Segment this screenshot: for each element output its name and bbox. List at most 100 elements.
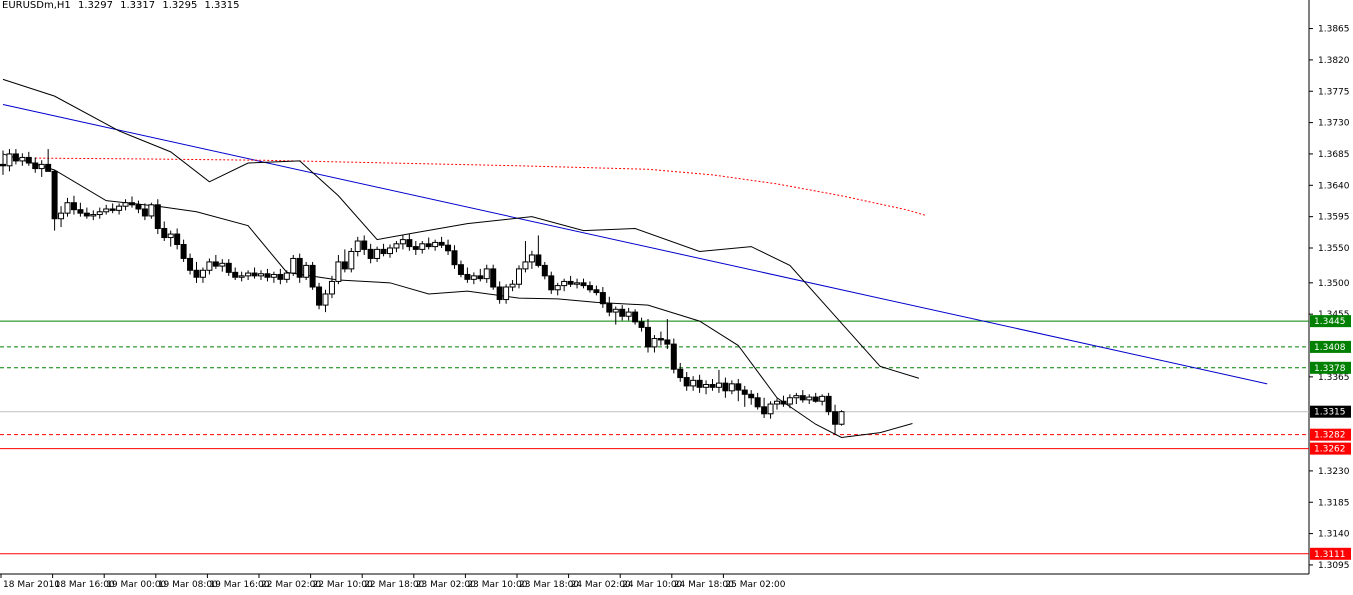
candle-body <box>296 257 303 278</box>
candle-body <box>509 283 516 288</box>
x-tick-label: 19 Mar 00:00 <box>106 580 166 590</box>
candle-body <box>799 395 806 401</box>
candle-body <box>477 275 484 280</box>
candle-body <box>316 286 323 306</box>
candle-body <box>593 289 600 294</box>
level-price-box <box>1310 428 1351 441</box>
candle-body <box>245 272 252 277</box>
candle-body <box>748 393 755 399</box>
level-price-box <box>1310 361 1351 374</box>
candle-body <box>219 262 226 267</box>
x-tick-label: 23 Mar 10:00 <box>467 580 527 590</box>
candle-body <box>780 400 787 405</box>
candle-body <box>703 384 710 388</box>
x-tick-label: 22 Mar 02:00 <box>261 580 321 590</box>
candle-body <box>786 397 793 405</box>
candle-body <box>322 293 329 306</box>
candle-body <box>657 338 664 341</box>
candle-body <box>303 264 310 278</box>
x-tick-label: 25 Mar 02:00 <box>725 580 785 590</box>
y-tick-label: 1.3865 <box>1318 25 1350 35</box>
candle-body <box>690 379 697 387</box>
candle-body <box>174 233 181 246</box>
candle-body <box>212 261 219 267</box>
candle-body <box>51 170 58 220</box>
candle-body <box>741 389 748 395</box>
candle-body <box>528 254 535 263</box>
candle-body <box>19 156 26 162</box>
candle-body <box>606 303 613 313</box>
candle-body <box>651 338 658 348</box>
candle-body <box>90 214 97 217</box>
x-tick-label: 22 Mar 18:00 <box>364 580 424 590</box>
candle-body <box>670 343 677 370</box>
candle-body <box>354 240 361 252</box>
candle-body <box>683 377 690 387</box>
candle-body <box>625 311 632 317</box>
y-tick-label: 1.3365 <box>1318 373 1350 383</box>
candle-body <box>516 268 522 285</box>
candle-body <box>361 240 368 250</box>
y-tick-label: 1.3140 <box>1318 530 1350 540</box>
candle-body <box>664 339 671 345</box>
candle-body <box>387 247 393 255</box>
candle-body <box>135 204 142 210</box>
candle-body <box>619 308 626 317</box>
candle-body <box>638 321 645 328</box>
candle-body <box>438 241 445 246</box>
candle-body <box>283 272 290 280</box>
level-price-label: 1.3378 <box>1314 364 1346 374</box>
level-price-box <box>1310 340 1351 353</box>
candle-body <box>496 286 503 301</box>
candle-body <box>761 406 768 415</box>
candle-body <box>406 239 413 248</box>
y-tick-label: 1.3775 <box>1318 87 1350 97</box>
candle-body <box>129 202 135 206</box>
candle-body <box>122 202 129 207</box>
candle-body <box>561 280 568 287</box>
x-tick-label: 19 Mar 16:00 <box>209 580 269 590</box>
candle-body <box>580 282 587 287</box>
candle-body <box>645 326 651 348</box>
candle-body <box>193 269 200 278</box>
y-tick-label: 1.3550 <box>1318 244 1350 254</box>
candle-body <box>393 243 400 249</box>
candle-body <box>45 163 52 172</box>
candle-body <box>187 257 194 271</box>
candle-body <box>735 383 742 391</box>
candle-body <box>767 403 774 415</box>
candle-body <box>277 273 284 280</box>
candle-body <box>754 397 761 408</box>
candle-body <box>696 379 703 388</box>
current-price-label: 1.3315 <box>1314 408 1346 418</box>
candle-body <box>232 271 239 278</box>
candle-body <box>64 202 71 214</box>
level-price-label: 1.3111 <box>1314 550 1346 560</box>
level-price-label: 1.3408 <box>1314 343 1346 353</box>
candle-body <box>367 248 374 259</box>
candle-body <box>632 311 639 323</box>
x-tick-label: 24 Mar 10:00 <box>622 580 682 590</box>
level-price-box <box>1310 315 1351 328</box>
candle-body <box>225 262 232 273</box>
candle-body <box>32 162 39 170</box>
x-tick-label: 23 Mar 02:00 <box>416 580 476 590</box>
candle-body <box>464 273 471 280</box>
candle-body <box>806 396 813 401</box>
candle-body <box>483 268 490 280</box>
candle-body <box>548 275 555 291</box>
candle-body <box>148 204 155 217</box>
candle-body <box>574 282 581 285</box>
y-tick-label: 1.3095 <box>1318 561 1350 571</box>
x-tick-label: 23 Mar 18:00 <box>519 580 579 590</box>
candle-body <box>12 153 19 162</box>
candle-body <box>58 212 65 220</box>
candle-body <box>309 264 316 288</box>
candle-body <box>838 411 845 425</box>
candle-body <box>432 241 439 248</box>
symbol-label: EURUSDm,H1 <box>2 0 71 11</box>
candle-body <box>677 368 684 379</box>
low-value: 1.3295 <box>162 0 198 11</box>
chart-header: EURUSDm,H1 1.3297 1.3317 1.3295 1.3315 <box>2 0 244 11</box>
